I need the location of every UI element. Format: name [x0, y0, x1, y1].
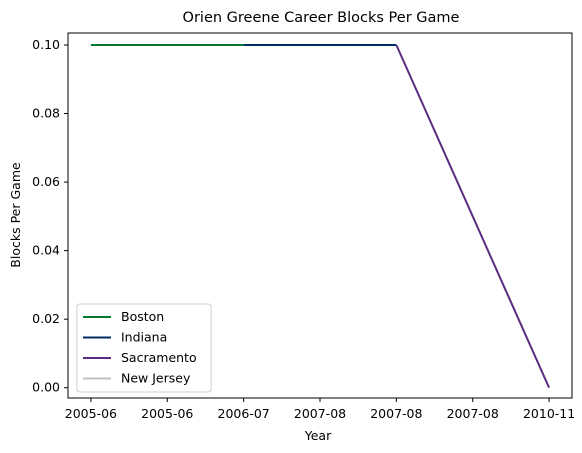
y-tick-label: 0.06 — [32, 174, 60, 189]
y-tick-label: 0.10 — [32, 37, 60, 52]
x-tick-label: 2007-08 — [294, 406, 346, 421]
y-axis: 0.00 0.02 0.04 0.06 0.08 0.10 — [32, 37, 68, 395]
legend-box — [76, 303, 212, 393]
x-tick-label: 2006-07 — [218, 406, 270, 421]
x-tick-label: 2007-08 — [370, 406, 422, 421]
x-tick-label: 2005-06 — [65, 406, 117, 421]
legend-label: Sacramento — [121, 350, 197, 365]
legend-label: Boston — [121, 309, 164, 324]
y-tick-label: 0.04 — [32, 243, 60, 258]
y-tick-label: 0.08 — [32, 106, 60, 121]
y-axis-title: Blocks Per Game — [8, 162, 23, 268]
x-tick-label: 2007-08 — [447, 406, 499, 421]
y-tick-label: 0.00 — [32, 380, 60, 395]
chart-title: Orien Greene Career Blocks Per Game — [183, 10, 460, 26]
x-tick-label: 2010-11 — [523, 406, 575, 421]
x-tick-label: 2005-06 — [141, 406, 193, 421]
x-axis: 2005-06 2005-06 2006-07 2007-08 2007-08 2007-… — [65, 398, 575, 421]
series-line-sacramento — [395, 44, 551, 389]
y-tick-label: 0.02 — [32, 311, 60, 326]
x-axis-title: Year — [304, 428, 332, 443]
legend-label: Indiana — [121, 330, 167, 345]
legend: Boston Indiana Sacramento New Jersey — [76, 303, 212, 393]
series-lines — [90, 43, 551, 389]
legend-label: New Jersey — [121, 371, 191, 386]
